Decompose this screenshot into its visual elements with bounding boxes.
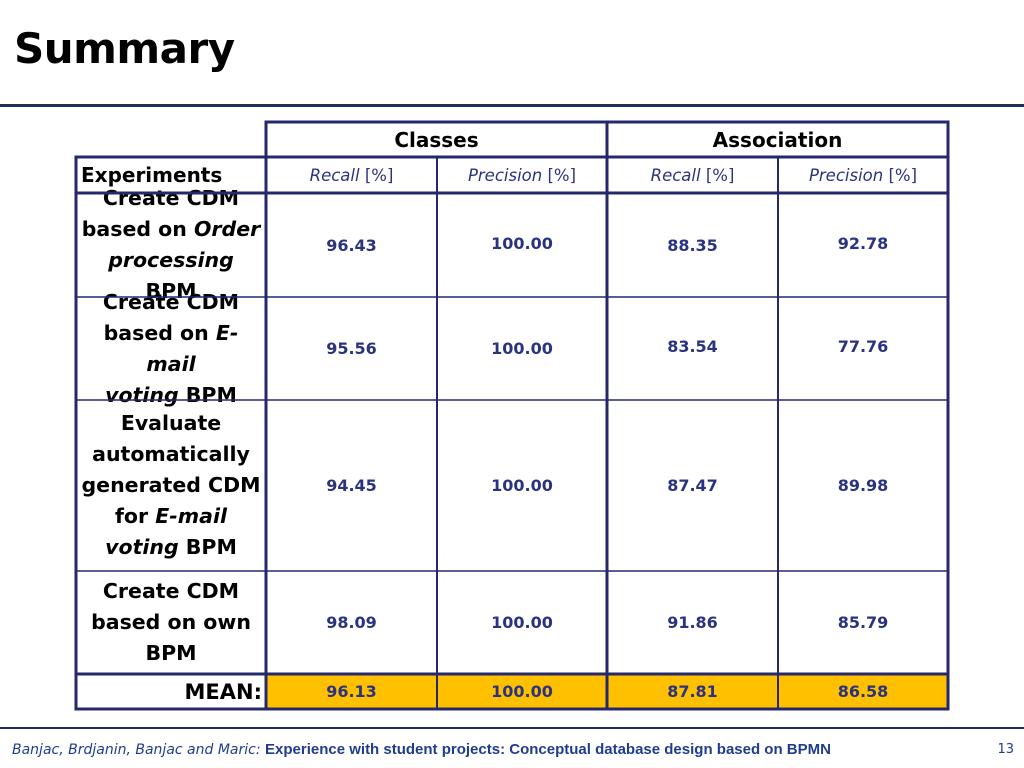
row-label-part: based on: [103, 320, 216, 345]
table-cell: 95.56: [326, 339, 377, 358]
row-label-part: E-mail: [146, 320, 239, 376]
subheader-metric: Precision: [467, 165, 543, 185]
mean-label: MEAN:: [184, 679, 262, 704]
table-cell: 92.78: [837, 233, 889, 253]
mean-cell: 86.58: [778, 674, 948, 709]
slide-footer: Banjac, Brdjanin, Banjac and Maric: Expe…: [12, 741, 831, 758]
subheader-classes-recall: Recall [%]: [266, 157, 437, 193]
table-cell: 83.54: [667, 337, 718, 356]
subheader-classes-precision: Precision [%]: [437, 157, 607, 193]
table-cell: 98.09: [326, 613, 377, 632]
row-label-order-processing: Create CDM based on Order processing BPM: [76, 186, 266, 303]
row-label-part: based on: [81, 217, 194, 241]
subheader-unit: [%]: [364, 165, 394, 185]
footer-paper-title: Experience with student projects: Concep…: [265, 741, 831, 758]
title-divider: [0, 104, 1024, 107]
mean-cell: 87.81: [607, 674, 778, 709]
row-label-part: Order: [194, 217, 261, 241]
row-label-part: voting: [105, 382, 179, 407]
subheader-metric: Recall: [309, 165, 360, 185]
table-cell: 91.86: [667, 613, 718, 632]
row-label-email-voting: Create CDM based on E-mail voting BPM: [76, 290, 266, 407]
row-label-part: Create CDM: [102, 186, 240, 210]
row-label-part: Evaluate automatically generated CDM for: [81, 411, 261, 528]
subheader-association-recall: Recall [%]: [607, 157, 778, 193]
row-label-evaluate-email-voting: Evaluate automatically generated CDM for…: [76, 400, 266, 571]
row-label-own-bpm: Create CDM based on own BPM: [76, 571, 266, 674]
table-cell: 94.45: [326, 476, 377, 495]
subheader-metric: Precision: [808, 165, 884, 185]
table-cell: 100.00: [491, 339, 553, 358]
row-label-part: BPM: [178, 535, 237, 559]
table-cell: 100.00: [491, 476, 553, 495]
footer-divider: [0, 727, 1024, 729]
subheader-association-precision: Precision [%]: [778, 157, 948, 193]
experiments-header: Experiments: [81, 163, 223, 187]
subheader-unit: [%]: [547, 165, 577, 185]
table-cell: 85.79: [837, 613, 889, 632]
table-cell: 77.76: [837, 337, 889, 356]
subheader-unit: [%]: [888, 165, 918, 185]
row-label-part: voting: [105, 535, 179, 559]
mean-cell: 100.00: [437, 674, 607, 709]
table-cell: 88.35: [667, 235, 718, 255]
table-cell: 100.00: [491, 233, 553, 253]
row-label-part: Create CDM based on own BPM: [91, 579, 251, 665]
subheader-unit: [%]: [705, 165, 735, 185]
row-label-part: processing: [108, 248, 234, 272]
group-header-association: Association: [712, 127, 843, 152]
group-header-classes: Classes: [394, 127, 479, 152]
row-label-part: BPM: [178, 382, 237, 407]
slide-title: Summary: [14, 24, 235, 73]
row-label-part: Create CDM: [102, 289, 240, 314]
subheader-metric: Recall: [650, 165, 701, 185]
row-label-part: E-mail: [155, 504, 227, 528]
table-cell: 96.43: [326, 235, 377, 255]
table-cell: 100.00: [491, 613, 553, 632]
table-cell: 89.98: [837, 476, 889, 495]
page-number: 13: [997, 742, 1014, 757]
row-label-part: BPM: [145, 279, 197, 303]
footer-authors: Banjac, Brdjanin, Banjac and Maric:: [12, 742, 261, 758]
mean-cell: 96.13: [266, 674, 437, 709]
table-cell: 87.47: [667, 476, 718, 495]
